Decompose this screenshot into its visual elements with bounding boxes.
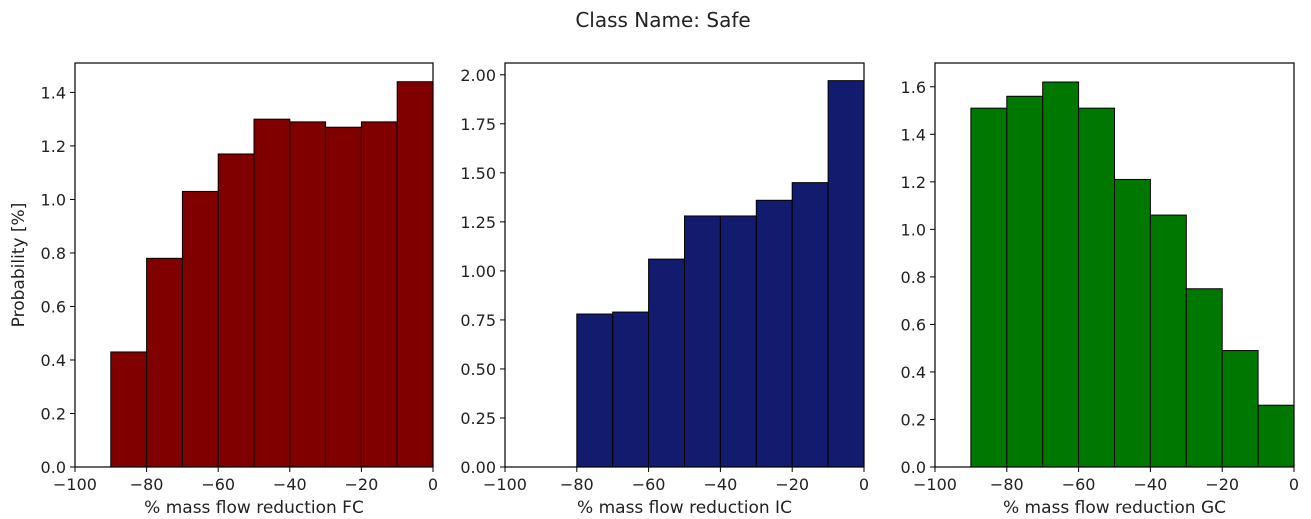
subplot-1: −100 −80 −60 −40 −20 0 0.0 0.2 0.4 0.6 0.8 1.0 1.2 1.… [9, 62, 438, 518]
y-tick-label: 1.00 [460, 262, 496, 281]
x-axis-label: % mass flow reduction FC [144, 498, 364, 518]
x-tick-label: 0 [428, 475, 438, 494]
y-tick-label: 1.0 [41, 190, 66, 209]
histogram-bar [217, 153, 255, 468]
y-tick-label: 0.8 [901, 268, 926, 287]
x-tick-label: −100 [483, 475, 527, 494]
x-tick-label: −60 [1062, 475, 1096, 494]
y-tick-label: 0.75 [460, 311, 496, 330]
subplot-3: −100 −80 −60 −40 −20 0 0.0 0.2 0.4 0.6 0.8 1.0 1.2 1.… [901, 62, 1299, 518]
y-tick-label: 0.6 [901, 315, 926, 334]
histogram-bar [719, 215, 757, 468]
x-tick-label: −80 [130, 475, 164, 494]
histogram-bar [827, 80, 865, 468]
histogram-bar [253, 118, 291, 468]
y-axis-label: Probability [%] [9, 203, 29, 328]
x-tick-label: −60 [201, 475, 235, 494]
y-tick-label: 0.4 [41, 351, 66, 370]
y-tick-label: 0.00 [460, 458, 496, 477]
y-tick-label: 1.6 [901, 78, 926, 97]
y-tick-label: 1.4 [901, 125, 926, 144]
histogram-bar [181, 190, 219, 468]
histogram-bar [1221, 350, 1259, 468]
x-tick-label: −40 [704, 475, 738, 494]
y-tick-label: 0.8 [41, 244, 66, 263]
y-tick-label: 1.2 [41, 137, 66, 156]
histogram-bar [396, 81, 434, 468]
histogram-bar [1257, 404, 1295, 468]
histogram-bar [1149, 214, 1187, 468]
x-tick-label: −20 [1205, 475, 1239, 494]
x-tick-label: −40 [273, 475, 307, 494]
histogram-bar [1078, 107, 1115, 468]
y-tick-label: 0.50 [460, 360, 496, 379]
y-tick-label: 1.2 [901, 173, 926, 192]
subplot-2: −100 −80 −60 −40 −20 0 0.00 0.25 0.50 0.75 1.00 1.2… [460, 62, 869, 518]
histogram-bar [612, 311, 650, 468]
y-tick-label: 1.50 [460, 164, 496, 183]
x-tick-label: −80 [990, 475, 1024, 494]
subplot-panels: −100 −80 −60 −40 −20 0 0.0 0.2 0.4 0.6 0.8 1.0 1.2 1.… [9, 62, 1299, 518]
histogram-bar [791, 182, 829, 468]
y-tick-label: 1.25 [460, 213, 496, 232]
x-tick-label: −40 [1134, 475, 1168, 494]
x-tick-label: 0 [859, 475, 869, 494]
histogram-bar [755, 199, 793, 468]
histogram-bar [1042, 81, 1080, 468]
x-tick-label: −20 [775, 475, 809, 494]
y-tick-label: 0.2 [901, 410, 926, 429]
histogram-bar [648, 258, 685, 468]
axes-frame [504, 62, 865, 468]
x-tick-label: 0 [1289, 475, 1299, 494]
y-tick-label: 0.25 [460, 409, 496, 428]
histogram-bar [684, 215, 721, 468]
x-axis-label: % mass flow reduction IC [577, 498, 792, 518]
y-tick-label: 1.75 [460, 115, 496, 134]
figure-suptitle: Class Name: Safe [575, 8, 750, 32]
histogram-bar [1114, 178, 1151, 468]
y-tick-label: 2.00 [460, 66, 496, 85]
histogram-bar [1185, 288, 1223, 468]
histogram-bar [1006, 95, 1044, 468]
histogram-bar [360, 121, 398, 468]
x-tick-label: −100 [913, 475, 957, 494]
histogram-bar [576, 313, 614, 468]
y-tick-label: 0.4 [901, 363, 926, 382]
y-tick-label: 0.2 [41, 404, 66, 423]
histogram-bar [289, 121, 327, 468]
histogram-bar [970, 107, 1008, 468]
x-tick-label: −20 [345, 475, 379, 494]
y-tick-label: 0.0 [901, 458, 926, 477]
histogram-bar [110, 351, 148, 468]
histogram-bar [146, 257, 183, 468]
histogram-bar [325, 126, 362, 468]
y-tick-label: 0.0 [41, 458, 66, 477]
y-tick-label: 0.6 [41, 297, 66, 316]
x-axis-label: % mass flow reduction GC [1003, 498, 1226, 518]
x-tick-label: −100 [53, 475, 97, 494]
x-tick-label: −80 [560, 475, 594, 494]
axes-frame [74, 62, 434, 468]
y-tick-label: 1.4 [41, 83, 66, 102]
x-tick-label: −60 [632, 475, 666, 494]
y-tick-label: 1.0 [901, 220, 926, 239]
axes-frame [934, 62, 1295, 468]
